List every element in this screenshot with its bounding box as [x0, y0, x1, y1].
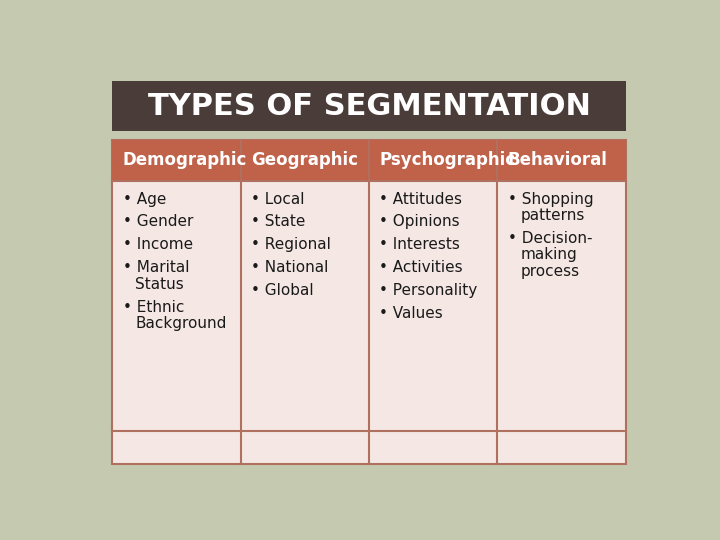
FancyBboxPatch shape — [369, 140, 498, 181]
Text: • Gender: • Gender — [122, 214, 193, 230]
Text: • Personality: • Personality — [379, 283, 477, 298]
Text: • Activities: • Activities — [379, 260, 463, 275]
FancyBboxPatch shape — [112, 140, 626, 464]
Text: Behavioral: Behavioral — [508, 151, 608, 170]
Text: Geographic: Geographic — [251, 151, 358, 170]
FancyBboxPatch shape — [498, 140, 626, 181]
Text: • National: • National — [251, 260, 328, 275]
Text: patterns: patterns — [521, 208, 585, 223]
FancyBboxPatch shape — [240, 140, 369, 181]
Text: Background: Background — [135, 316, 227, 331]
Text: • Interests: • Interests — [379, 238, 460, 252]
Text: • Age: • Age — [122, 192, 166, 207]
Text: • Local: • Local — [251, 192, 305, 207]
Text: Demographic: Demographic — [122, 151, 247, 170]
Text: • Ethnic: • Ethnic — [122, 300, 184, 315]
Text: Psychographic: Psychographic — [379, 151, 516, 170]
FancyBboxPatch shape — [112, 82, 626, 131]
Text: • Decision-: • Decision- — [508, 231, 592, 246]
Text: • Regional: • Regional — [251, 238, 330, 252]
Text: TYPES OF SEGMENTATION: TYPES OF SEGMENTATION — [148, 92, 590, 121]
Text: • Opinions: • Opinions — [379, 214, 460, 230]
FancyBboxPatch shape — [112, 140, 240, 181]
Text: • Global: • Global — [251, 283, 313, 298]
Text: making: making — [521, 247, 577, 262]
Text: • Marital: • Marital — [122, 260, 189, 275]
Text: • Attitudes: • Attitudes — [379, 192, 462, 207]
Text: Status: Status — [135, 276, 184, 292]
Text: • Shopping: • Shopping — [508, 192, 593, 207]
Text: process: process — [521, 264, 580, 279]
Text: • Income: • Income — [122, 238, 193, 252]
Text: • Values: • Values — [379, 306, 443, 321]
Text: • State: • State — [251, 214, 305, 230]
